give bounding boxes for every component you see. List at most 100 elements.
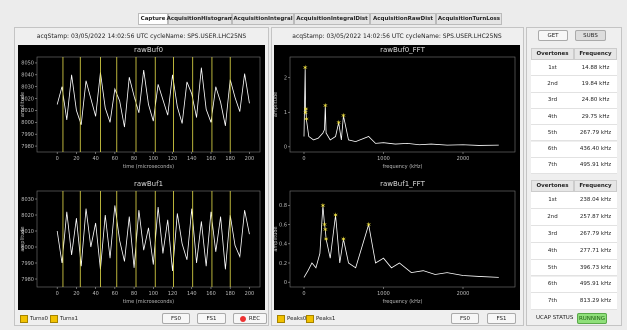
tab[interactable]: AcquisitionTurnLoss <box>436 13 502 25</box>
table-cell: 267.79 kHz <box>574 125 617 142</box>
checkbox-label: Peaks0 <box>287 315 307 322</box>
tab[interactable]: AcquisitionIntegral <box>232 13 294 25</box>
table-header-text: Frequency <box>579 51 612 57</box>
button-text: FS1 <box>206 315 217 322</box>
checkbox-label: Peaks1 <box>316 315 336 322</box>
button-text: FS0 <box>459 315 471 322</box>
table-header: Overtones <box>531 48 574 60</box>
status-label: UCAP STATUS <box>536 315 573 321</box>
checkbox-box <box>306 314 314 323</box>
table-cell: 267.79 kHz <box>574 225 617 243</box>
button[interactable]: FS1 <box>487 313 516 324</box>
table-cell-text: 24.80 kHz <box>581 97 610 104</box>
button-text: FS1 <box>496 315 507 322</box>
table-cell: 495.91 kHz <box>574 276 617 294</box>
table-cell-text: 4th <box>547 247 558 254</box>
button[interactable]: FS0 <box>451 313 479 324</box>
tab[interactable]: AcquisitionIntegralDist <box>294 13 370 25</box>
table-cell: 14.88 kHz <box>574 60 617 77</box>
middle-panel <box>271 27 524 326</box>
tab-text: AcquisitionRawDist <box>372 16 433 22</box>
table-cell-text: 267.79 kHz <box>579 129 612 136</box>
checkbox[interactable]: Turns0 <box>20 314 48 323</box>
tab-text: AcquisitionIntegralDist <box>296 16 368 22</box>
table-cell-text: 495.91 kHz <box>579 162 612 169</box>
table-cell: 29.75 kHz <box>574 108 617 126</box>
table-cell: 238.04 kHz <box>574 192 617 209</box>
table-header-text: Frequency <box>579 183 612 189</box>
button-text: GET <box>547 32 559 39</box>
table-cell: 3rd <box>531 225 574 243</box>
table-cell: 495.91 kHz <box>574 157 617 175</box>
table-cell: 24.80 kHz <box>574 92 617 109</box>
checkbox[interactable]: Peaks1 <box>306 314 335 323</box>
table-cell: 19.84 kHz <box>574 76 617 93</box>
button[interactable]: FS1 <box>197 313 226 324</box>
checkbox[interactable]: Peaks0 <box>277 314 306 323</box>
button-text: REC <box>248 315 261 322</box>
table-cell-text: 5th <box>547 264 558 271</box>
table-cell-text: 3rd <box>547 230 558 237</box>
status-indicator-text: RUNNING <box>578 315 606 322</box>
status-indicator: RUNNING <box>577 313 607 324</box>
table-header: Frequency <box>574 180 617 192</box>
table-cell: 4th <box>531 242 574 260</box>
table-cell-text: 19.84 kHz <box>581 80 610 87</box>
table-cell-text: 257.87 kHz <box>579 213 612 220</box>
table-cell: 5th <box>531 259 574 277</box>
tab-text: Capture <box>140 16 166 22</box>
table-cell: 2nd <box>531 208 574 226</box>
table-header-text: Overtones <box>536 51 569 57</box>
table-cell-text: 5th <box>547 129 558 136</box>
table-cell: 4th <box>531 108 574 126</box>
tab[interactable]: AcquisitionRawDist <box>370 13 436 25</box>
table-cell-text: 4th <box>547 113 558 120</box>
middle-header: acqStamp: 03/05/2022 14:02:56 UTC cycleN… <box>292 33 502 40</box>
table-cell: 6th <box>531 276 574 294</box>
button[interactable]: SUBS <box>575 30 606 41</box>
checkbox[interactable]: Turns1 <box>50 314 78 323</box>
tab[interactable]: AcquisitionHistogram <box>166 13 234 25</box>
table-cell: 1st <box>531 60 574 77</box>
table-cell-text: 7th <box>547 162 558 169</box>
button-text: SUBS <box>583 32 598 39</box>
status-label-text: UCAP STATUS <box>536 315 574 321</box>
table-cell-text: 6th <box>547 146 558 153</box>
button-text: FS0 <box>170 315 182 322</box>
checkbox-box <box>50 314 58 323</box>
table-cell: 396.73 kHz <box>574 259 617 277</box>
button[interactable]: GET <box>538 30 568 41</box>
table-cell-text: 813.29 kHz <box>579 298 612 305</box>
table-cell-text: 3rd <box>547 97 558 104</box>
button[interactable]: REC <box>233 313 267 324</box>
table-cell-text: 6th <box>547 281 558 288</box>
checkbox-box <box>277 314 285 323</box>
table-cell-text: 7th <box>547 298 558 305</box>
table-cell-text: 238.04 kHz <box>579 196 612 203</box>
checkbox-label: Turns1 <box>60 315 79 322</box>
table-cell: 1st <box>531 192 574 209</box>
table-header-text: Overtones <box>536 183 569 189</box>
left-panel <box>14 27 269 326</box>
table-cell-text: 29.75 kHz <box>581 113 610 120</box>
table-cell: 5th <box>531 125 574 142</box>
table-cell: 3rd <box>531 92 574 109</box>
table-cell-text: 1st <box>548 64 557 71</box>
table-cell: 7th <box>531 293 574 311</box>
table-cell: 277.71 kHz <box>574 242 617 260</box>
table-cell: 436.40 kHz <box>574 141 617 158</box>
table-cell-text: 267.79 kHz <box>579 230 612 237</box>
table-cell-text: 2nd <box>547 80 558 87</box>
tab-text: AcquisitionIntegral <box>233 16 293 22</box>
table-header: Overtones <box>531 180 574 192</box>
tab[interactable]: Capture <box>138 13 168 25</box>
table-cell-text: 2nd <box>547 213 558 220</box>
table-cell: 6th <box>531 141 574 158</box>
tab-text: AcquisitionHistogram <box>166 16 234 22</box>
button[interactable]: FS0 <box>162 313 190 324</box>
table-cell-text: 14.88 kHz <box>581 64 610 71</box>
table-cell: 257.87 kHz <box>574 208 617 226</box>
table-header: Frequency <box>574 48 617 60</box>
table-cell-text: 277.71 kHz <box>579 247 612 254</box>
table-cell: 813.29 kHz <box>574 293 617 311</box>
